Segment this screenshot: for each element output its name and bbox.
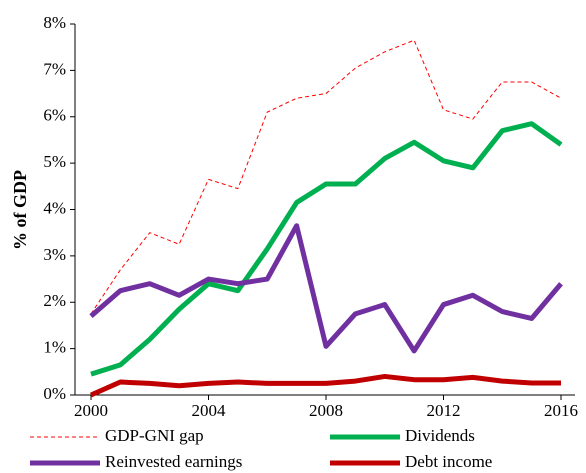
y-tick-label: 7% — [43, 59, 66, 78]
x-tick-label: 2008 — [309, 401, 343, 420]
y-tick-label: 8% — [43, 13, 66, 32]
y-tick-label: 6% — [43, 106, 66, 125]
y-tick-label: 3% — [43, 245, 66, 264]
x-tick-label: 2016 — [544, 401, 578, 420]
x-tick-label: 2004 — [192, 401, 227, 420]
series-line — [89, 373, 561, 398]
series-line — [90, 39, 562, 315]
x-tick-label: 2012 — [427, 401, 461, 420]
y-tick-label: 0% — [43, 384, 66, 403]
legend-label: Debt income — [405, 452, 492, 471]
y-tick-label: 1% — [43, 338, 66, 357]
y-axis-label: % of GDP — [10, 170, 30, 250]
legend-label: Dividends — [405, 426, 475, 445]
legend-label: GDP-GNI gap — [105, 426, 204, 445]
y-tick-label: 4% — [43, 198, 66, 217]
series-line — [90, 121, 563, 377]
x-tick-label: 2000 — [74, 401, 108, 420]
y-tick-label: 5% — [43, 152, 66, 171]
series-line — [89, 223, 563, 354]
y-tick-label: 2% — [43, 291, 66, 310]
legend-label: Reinvested earnings — [105, 452, 242, 471]
